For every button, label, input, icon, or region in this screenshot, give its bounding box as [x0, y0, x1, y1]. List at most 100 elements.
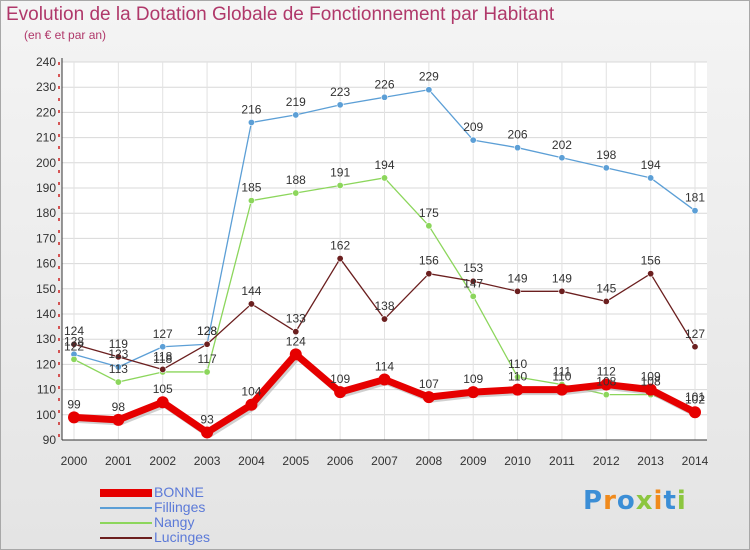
y-tick-label: 100 — [36, 408, 56, 422]
data-label-bonne: 109 — [641, 370, 661, 384]
y-tick-label: 220 — [36, 105, 56, 119]
logo-letter: t — [663, 486, 677, 516]
logo-letter: i — [653, 486, 664, 516]
data-label-nangy: 113 — [109, 362, 128, 376]
data-point-bonne — [201, 426, 214, 439]
data-point-lucinges — [292, 328, 300, 336]
x-tick-label: 2002 — [149, 454, 176, 468]
data-point-nangy — [247, 197, 255, 205]
data-point-bonne — [68, 411, 80, 424]
logo-letter: i — [676, 486, 687, 516]
data-label-fillinges: 198 — [596, 148, 616, 162]
data-point-nangy — [336, 181, 344, 189]
data-point-fillinges — [469, 136, 477, 144]
data-label-nangy: 117 — [198, 352, 217, 366]
data-point-nangy — [425, 222, 433, 230]
data-label-fillinges: 206 — [508, 128, 528, 142]
data-point-lucinges — [336, 255, 344, 263]
legend-label-nangy: Nangy — [154, 514, 195, 530]
data-point-lucinges — [469, 277, 477, 285]
x-tick-label: 2005 — [282, 454, 309, 468]
chart-title: Evolution de la Dotation Globale de Fonc… — [6, 4, 555, 25]
data-label-fillinges: 127 — [153, 327, 173, 341]
x-tick-label: 2012 — [593, 454, 620, 468]
data-label-lucinges: 156 — [641, 254, 661, 268]
data-label-lucinges: 128 — [197, 324, 217, 338]
data-point-fillinges — [514, 144, 522, 152]
y-tick-label: 110 — [37, 383, 56, 397]
data-point-lucinges — [159, 365, 167, 373]
data-point-bonne — [555, 383, 568, 396]
data-point-fillinges — [114, 363, 122, 371]
data-label-lucinges: 133 — [286, 312, 306, 326]
x-tick-label: 2003 — [194, 454, 221, 468]
data-label-fillinges: 219 — [286, 95, 306, 109]
data-point-bonne — [245, 398, 258, 411]
data-point-lucinges — [425, 270, 433, 278]
x-tick-label: 2001 — [105, 454, 132, 468]
data-label-nangy: 118 — [153, 352, 172, 366]
data-point-fillinges — [691, 207, 699, 215]
data-label-bonne: 112 — [597, 365, 616, 379]
y-tick-label: 150 — [36, 282, 56, 296]
data-point-bonne — [511, 383, 524, 396]
data-label-nangy: 175 — [419, 206, 439, 220]
legend-label-fillinges: Fillinges — [154, 499, 206, 515]
legend-swatch-nangy — [100, 522, 152, 524]
data-label-lucinges: 144 — [241, 284, 261, 298]
y-tick-label: 130 — [36, 332, 56, 346]
data-label-nangy: 147 — [463, 276, 483, 290]
data-label-nangy: 108 — [596, 375, 616, 389]
data-point-bonne — [156, 396, 169, 409]
data-label-bonne: 104 — [241, 385, 261, 399]
x-tick-label: 2007 — [371, 454, 398, 468]
y-tick-label: 240 — [36, 55, 56, 69]
y-tick-label: 200 — [36, 156, 56, 170]
data-point-lucinges — [247, 300, 255, 308]
data-point-lucinges — [70, 340, 78, 348]
data-label-lucinges: 124 — [64, 324, 84, 338]
data-point-fillinges — [380, 93, 388, 101]
data-label-fillinges: 209 — [463, 120, 483, 134]
data-point-bonne — [422, 391, 435, 404]
data-label-bonne: 109 — [330, 372, 350, 386]
data-point-bonne — [289, 348, 302, 361]
logo-letter: r — [603, 486, 617, 516]
data-point-bonne — [689, 406, 701, 419]
data-point-bonne — [378, 373, 391, 386]
data-label-bonne: 99 — [67, 397, 81, 411]
data-point-bonne — [644, 383, 657, 396]
data-label-lucinges: 138 — [374, 299, 394, 313]
data-label-lucinges: 153 — [463, 261, 483, 275]
data-point-lucinges — [558, 287, 566, 295]
data-label-lucinges: 149 — [552, 271, 572, 285]
data-point-nangy — [469, 292, 477, 300]
data-label-nangy: 111 — [553, 365, 572, 379]
logo-letter: P — [583, 486, 604, 516]
legend-swatch-fillinges — [100, 507, 152, 509]
data-label-fillinges: 181 — [685, 191, 705, 205]
data-point-nangy — [380, 174, 388, 182]
data-point-bonne — [467, 386, 480, 399]
data-point-lucinges — [114, 353, 122, 361]
data-label-bonne: 124 — [286, 334, 306, 348]
data-label-nangy: 188 — [286, 173, 306, 187]
data-label-fillinges: 226 — [374, 77, 394, 91]
data-label-nangy: 185 — [241, 181, 261, 195]
data-point-fillinges — [425, 86, 433, 94]
y-tick-label: 160 — [36, 257, 56, 271]
legend-label-lucinges: Lucinges — [154, 529, 211, 545]
data-label-lucinges: 127 — [685, 327, 705, 341]
x-tick-label: 2011 — [549, 454, 575, 468]
data-point-lucinges — [203, 340, 211, 348]
data-label-fillinges: 216 — [241, 102, 261, 116]
data-point-bonne — [112, 413, 125, 426]
y-tick-label: 170 — [36, 231, 56, 245]
data-point-fillinges — [336, 101, 344, 109]
data-point-bonne — [600, 378, 613, 391]
data-point-lucinges — [691, 343, 699, 351]
data-point-nangy — [70, 355, 78, 363]
data-point-nangy — [602, 391, 610, 399]
y-tick-label: 120 — [36, 357, 56, 371]
proxiti-logo: Proxiti — [583, 486, 687, 516]
